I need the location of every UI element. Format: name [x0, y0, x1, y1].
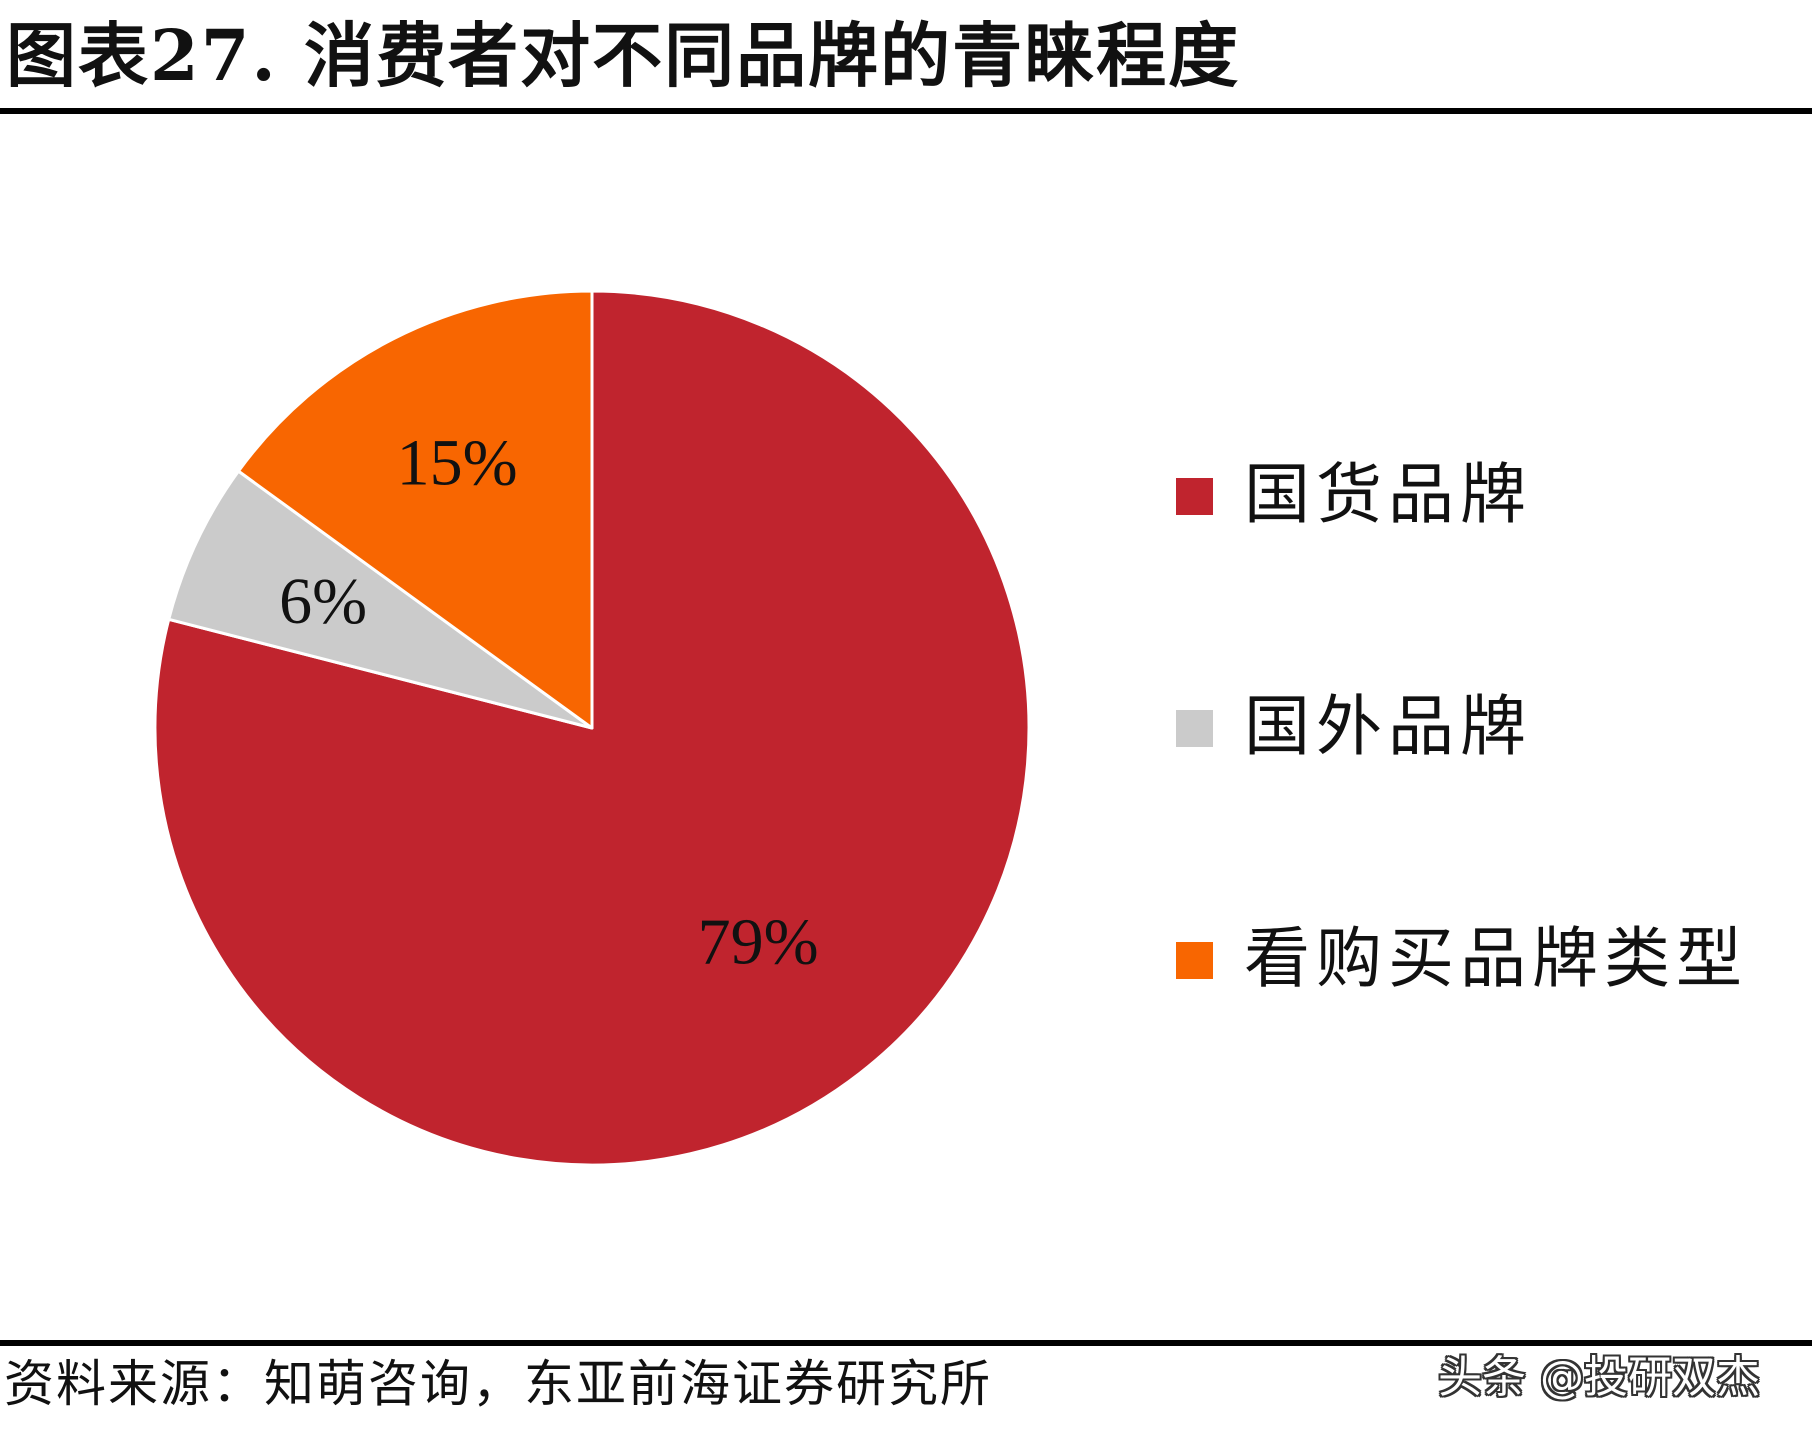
watermark: 头条 @投研双杰 — [1438, 1352, 1760, 1403]
legend-swatch-depends — [1176, 942, 1213, 979]
pie-chart: 79% 6% 15% — [153, 289, 1031, 1167]
chart-title: 图表27. 消费者对不同品牌的青睐程度 — [6, 14, 1241, 97]
pie-slices — [153, 289, 1031, 1167]
data-label-foreign: 6% — [279, 565, 367, 638]
legend-swatch-foreign — [1176, 710, 1213, 747]
data-label-depends: 15% — [397, 427, 518, 500]
legend-swatch-domestic — [1176, 478, 1213, 515]
legend-label-domestic: 国货品牌 — [1244, 456, 1532, 533]
data-label-domestic: 79% — [698, 906, 819, 979]
footer-divider — [0, 1340, 1812, 1346]
title-divider — [0, 108, 1812, 114]
pie-slice-foreign — [167, 469, 594, 730]
legend-label-foreign: 国外品牌 — [1244, 688, 1532, 765]
pie-slice-depends — [236, 289, 594, 730]
legend-label-depends: 看购买品牌类型 — [1244, 920, 1748, 997]
pie-labels: 79% 6% 15% — [279, 427, 818, 979]
source-note: 资料来源：知萌咨询，东亚前海证券研究所 — [4, 1355, 992, 1413]
